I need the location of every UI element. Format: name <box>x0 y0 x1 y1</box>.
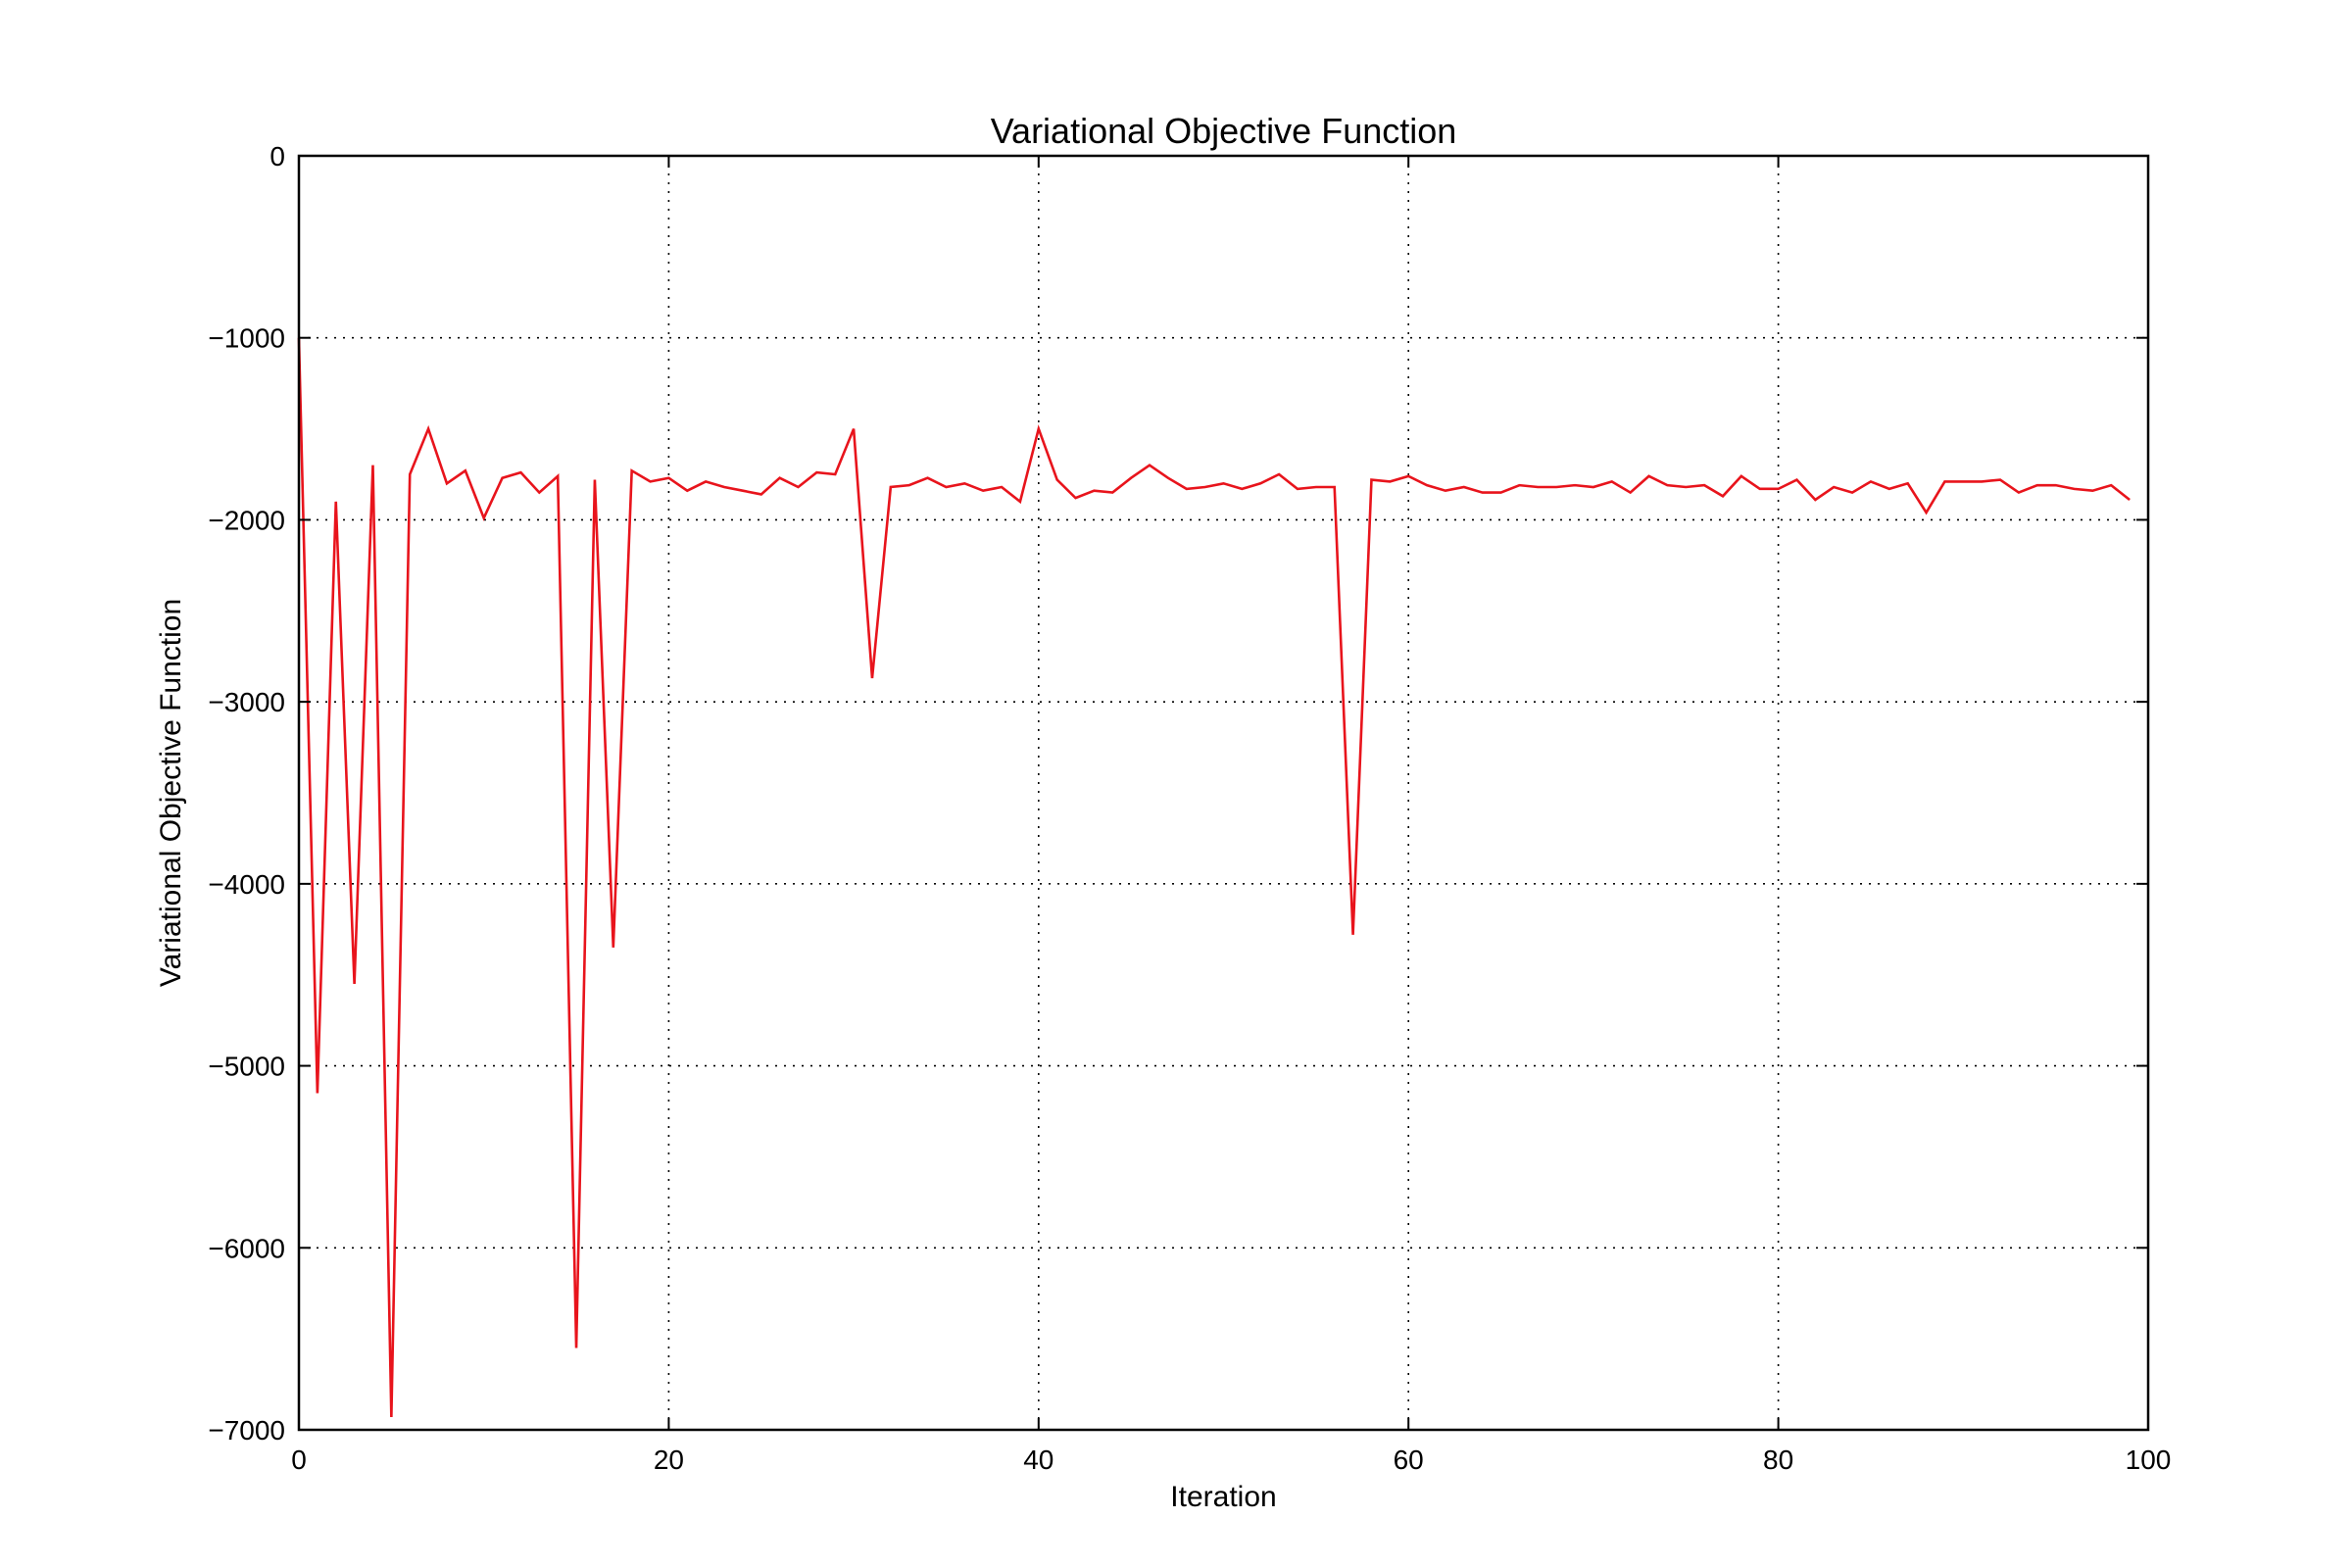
y-tick-labels: 0 −1000 −2000 −3000 −4000 −5000 −6000 −7000 <box>208 141 285 1446</box>
x-tick-label: 60 <box>1394 1445 1424 1475</box>
y-tick-label: −1000 <box>208 323 285 354</box>
x-tick-label: 20 <box>654 1445 684 1475</box>
tick-marks <box>298 155 2149 1431</box>
plot-frame <box>297 154 2150 1432</box>
x-tick-label: 40 <box>1023 1445 1054 1475</box>
y-tick-label: −6000 <box>208 1233 285 1263</box>
x-tick-label: 100 <box>2126 1445 2172 1475</box>
y-tick-label: 0 <box>270 141 285 172</box>
y-tick-label: −2000 <box>208 505 285 535</box>
x-tick-label: 0 <box>291 1445 307 1475</box>
x-tick-labels: 0 20 40 60 80 100 <box>291 1445 2171 1475</box>
grid-lines <box>299 156 2148 1430</box>
series-layer <box>297 337 2131 1418</box>
y-axis-label: Variational Objective Function <box>155 599 187 987</box>
y-tick-label: −4000 <box>208 869 285 900</box>
y-tick-label: −7000 <box>208 1415 285 1446</box>
y-tick-label: −3000 <box>208 687 285 717</box>
series-line-0 <box>297 337 2131 1418</box>
chart-title: Variational Objective Function <box>991 111 1457 151</box>
x-tick-label: 80 <box>1763 1445 1793 1475</box>
x-axis-label: Iteration <box>1170 1481 1276 1513</box>
y-tick-label: −5000 <box>208 1052 285 1082</box>
